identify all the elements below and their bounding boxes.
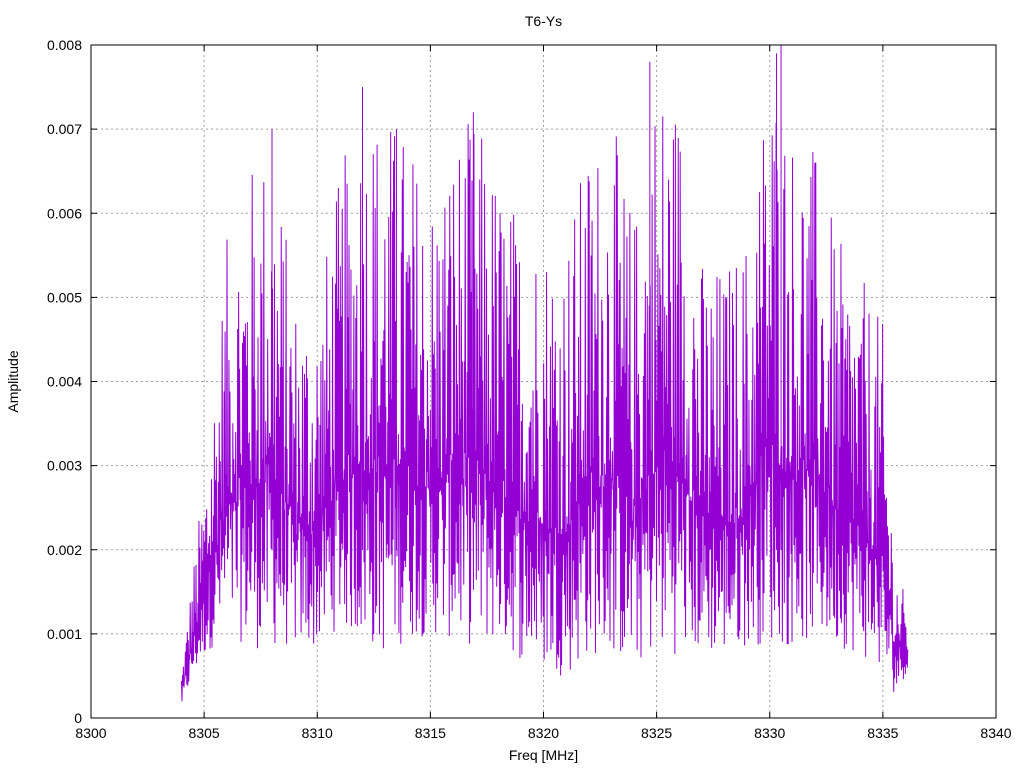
- x-tick-label: 8340: [980, 725, 1011, 741]
- y-tick-label: 0.002: [47, 542, 82, 558]
- y-tick-label: 0.004: [47, 374, 82, 390]
- chart-title: T6-Ys: [525, 13, 562, 29]
- x-tick-label: 8335: [867, 725, 898, 741]
- x-tick-label: 8325: [641, 725, 672, 741]
- x-tick-label: 8315: [415, 725, 446, 741]
- series-trace: [181, 45, 909, 702]
- amplitude-line: [181, 116, 909, 702]
- y-tick-label: 0.001: [47, 626, 82, 642]
- y-tick-label: 0.008: [47, 37, 82, 53]
- ticks: 8300 8305 8310 8315 8320 8325 8330 8335 8340 0 0.0…: [47, 37, 1012, 741]
- x-tick-label: 8305: [189, 725, 220, 741]
- x-tick-label: 8310: [302, 725, 333, 741]
- x-tick-label: 8320: [528, 725, 559, 741]
- y-tick-label: 0.003: [47, 458, 82, 474]
- y-tick-label: 0: [74, 710, 82, 726]
- y-axis-title: Amplitude: [5, 350, 21, 412]
- x-axis-title: Freq [MHz]: [509, 747, 578, 763]
- x-tick-label: 8300: [75, 725, 106, 741]
- y-tick-label: 0.007: [47, 121, 82, 137]
- y-tick-label: 0.005: [47, 289, 82, 305]
- x-tick-label: 8330: [754, 725, 785, 741]
- y-tick-label: 0.006: [47, 205, 82, 221]
